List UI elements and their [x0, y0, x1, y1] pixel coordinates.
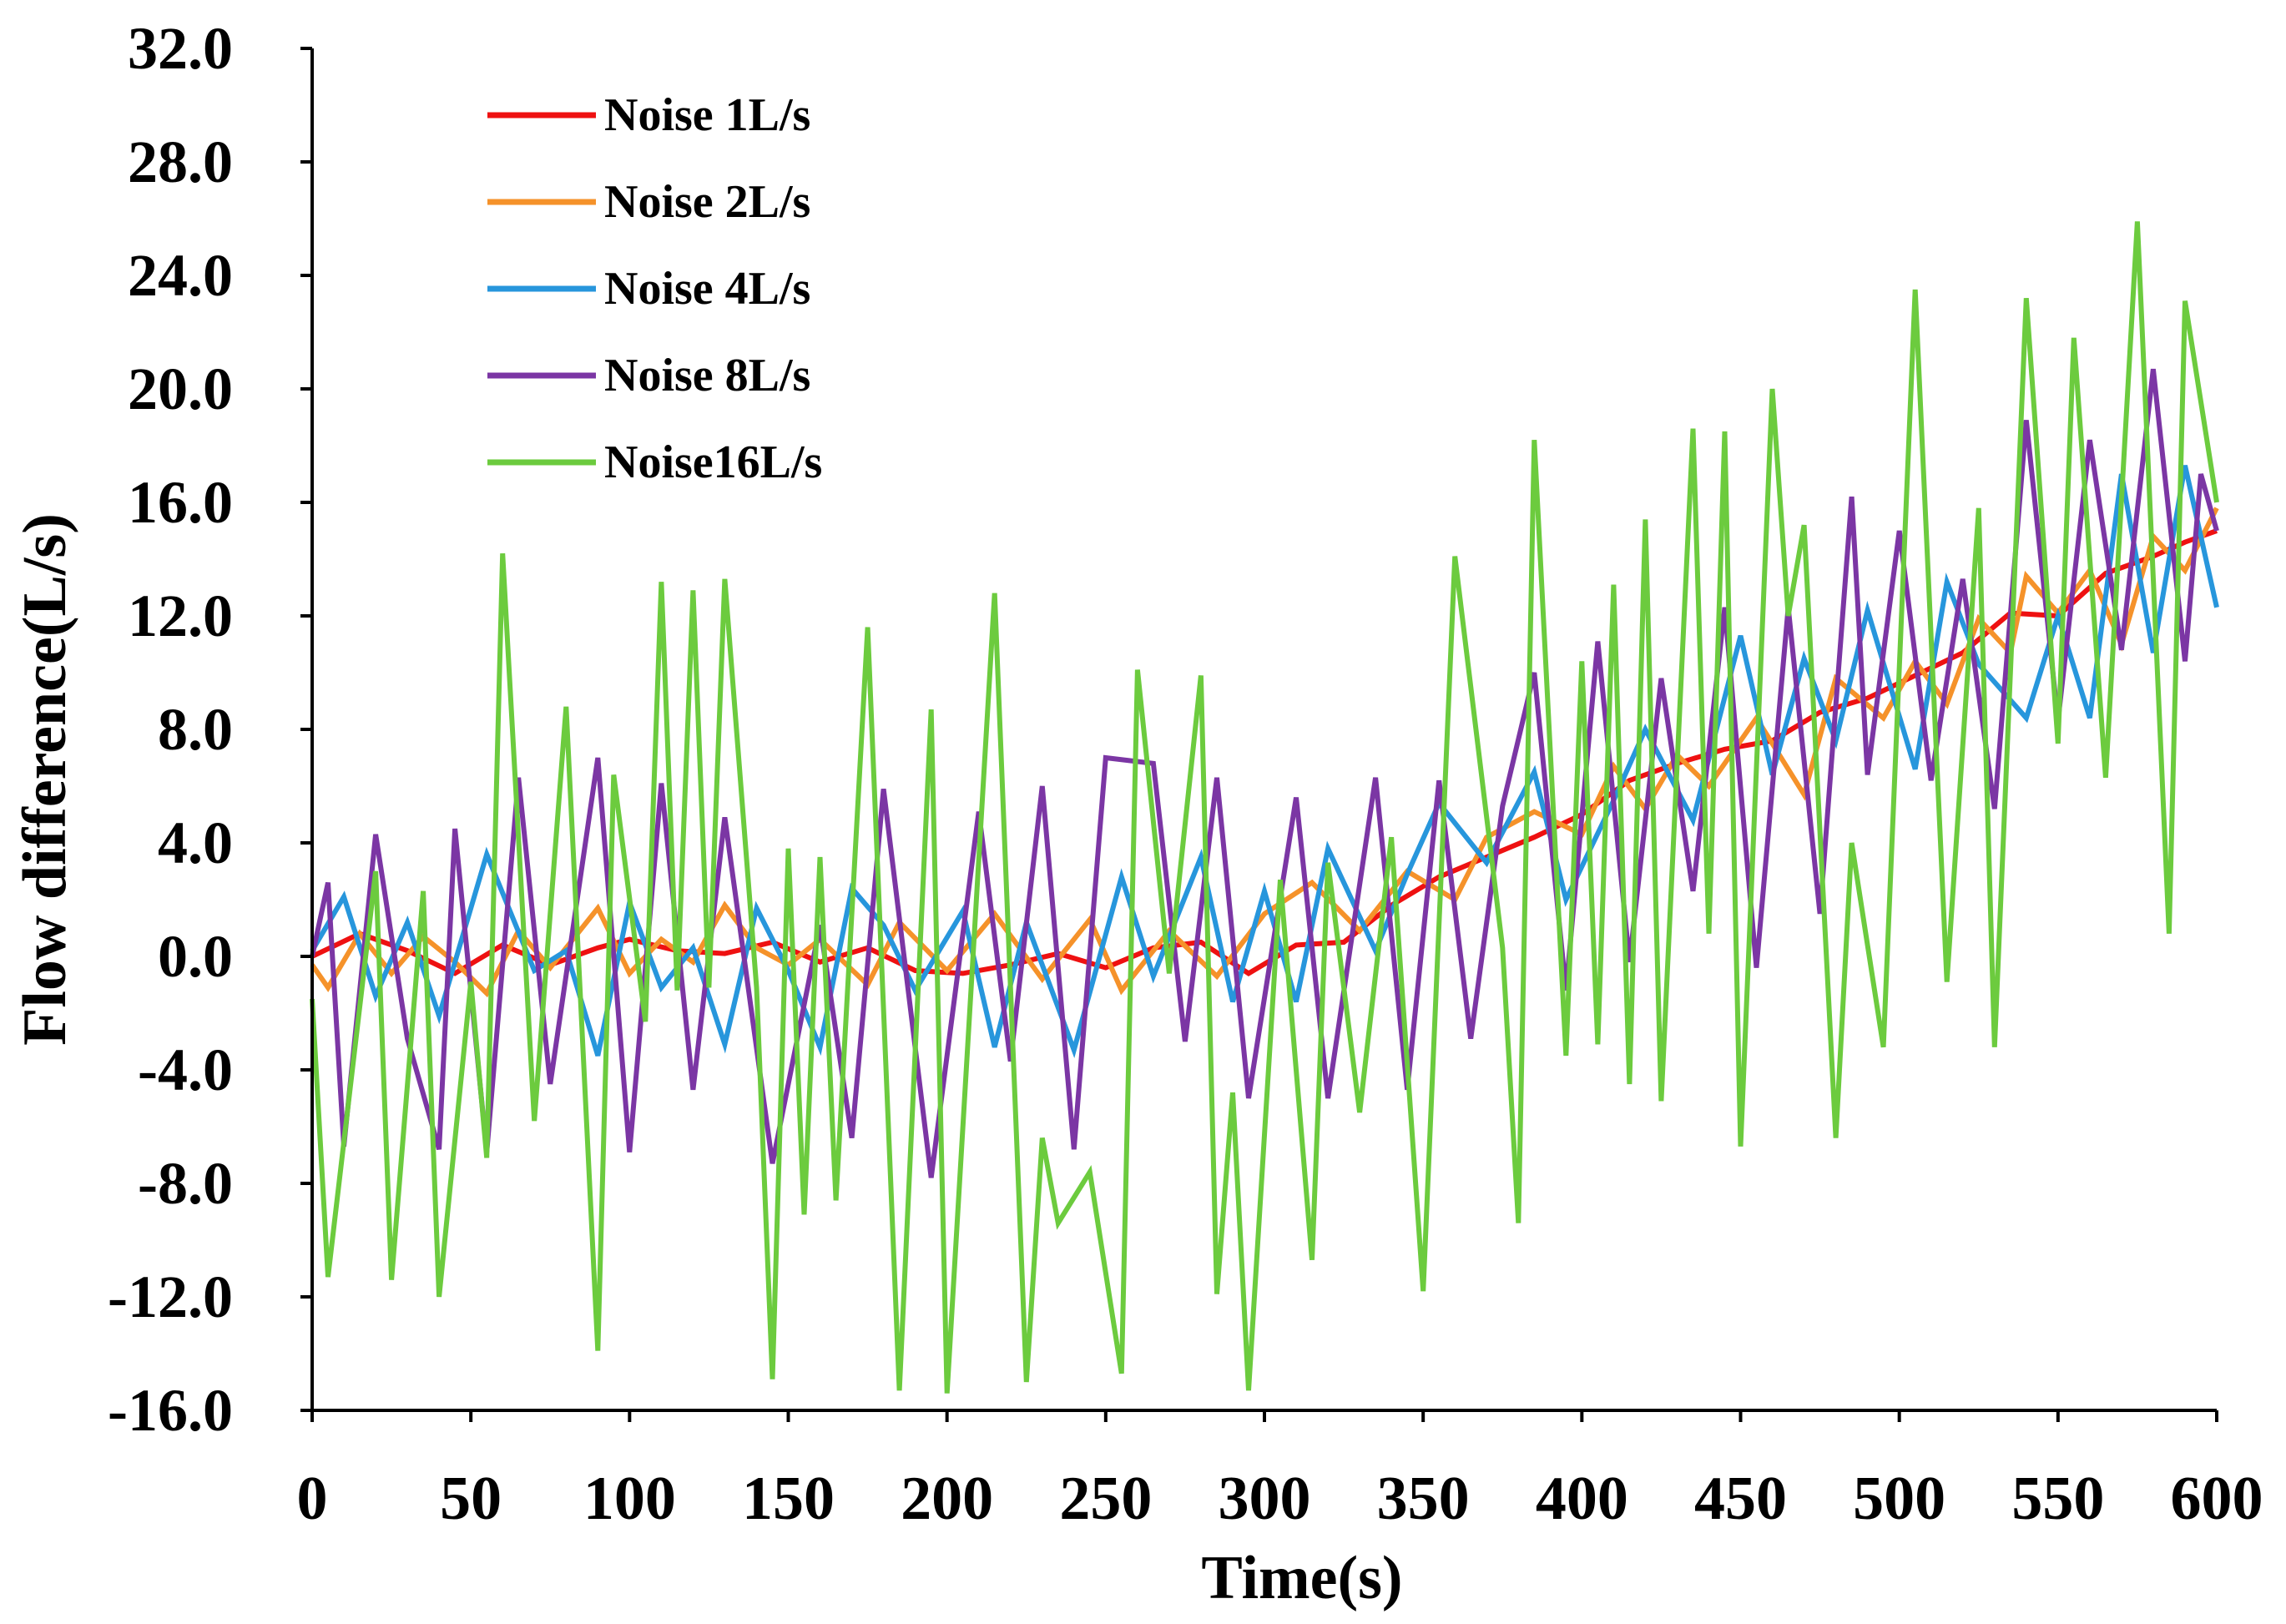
series-line — [310, 507, 2219, 998]
x-tick-label: 400 — [1536, 1465, 1628, 1533]
y-tick-label: -8.0 — [138, 1150, 233, 1217]
y-tick-label: 32.0 — [128, 15, 233, 82]
legend: Noise 1L/s Noise 2L/s Noise 4L/s Noise 8L/s… — [487, 89, 822, 488]
y-tick-label: 20.0 — [128, 356, 233, 422]
x-tick-label: 250 — [1059, 1465, 1152, 1533]
x-tick-label: 150 — [742, 1465, 835, 1533]
y-tick-label: -4.0 — [138, 1036, 233, 1103]
x-tick-label: 350 — [1377, 1465, 1470, 1533]
series-layer — [310, 221, 2219, 1394]
x-tick-label: 200 — [901, 1465, 993, 1533]
y-tick-label: 12.0 — [128, 583, 233, 649]
x-tick-label: 0 — [297, 1465, 328, 1533]
x-tick-label: 450 — [1694, 1465, 1787, 1533]
legend-label: Noise 1L/s — [604, 89, 810, 141]
x-tick-label: 300 — [1219, 1465, 1311, 1533]
x-tick-label: 50 — [440, 1465, 502, 1533]
x-tick-label: 600 — [2171, 1465, 2263, 1533]
legend-label: Noise 2L/s — [604, 176, 810, 228]
y-axis-ticks: -16.0 -12.0 -8.0 -4.0 0.0 4.0 8.0 12.0 16.0 20.0 2… — [108, 15, 312, 1444]
series-line — [310, 221, 2219, 1394]
y-tick-label: 28.0 — [128, 129, 233, 195]
y-tick-label: -12.0 — [108, 1263, 233, 1330]
x-tick-label: 500 — [1853, 1465, 1945, 1533]
x-tick-label: 550 — [2011, 1465, 2104, 1533]
legend-label: Noise16L/s — [604, 436, 822, 488]
y-tick-label: 0.0 — [158, 923, 233, 990]
y-axis-title: Flow difference(L/s) — [11, 513, 79, 1046]
x-axis-title: Time(s) — [1201, 1544, 1402, 1612]
y-tick-label: 8.0 — [158, 696, 233, 763]
legend-label: Noise 4L/s — [604, 263, 810, 315]
y-tick-label: -16.0 — [108, 1377, 233, 1444]
legend-label: Noise 8L/s — [604, 350, 810, 401]
axes — [310, 48, 2217, 1412]
y-tick-label: 4.0 — [158, 809, 233, 876]
series-line — [310, 465, 2219, 1058]
series-line — [310, 368, 2219, 1178]
x-axis-ticks: 0 50 100 150 200 250 300 350 400 450 500 550 600 — [297, 1410, 2263, 1533]
x-tick-label: 100 — [583, 1465, 676, 1533]
y-tick-label: 24.0 — [128, 242, 233, 309]
y-tick-label: 16.0 — [128, 469, 233, 536]
